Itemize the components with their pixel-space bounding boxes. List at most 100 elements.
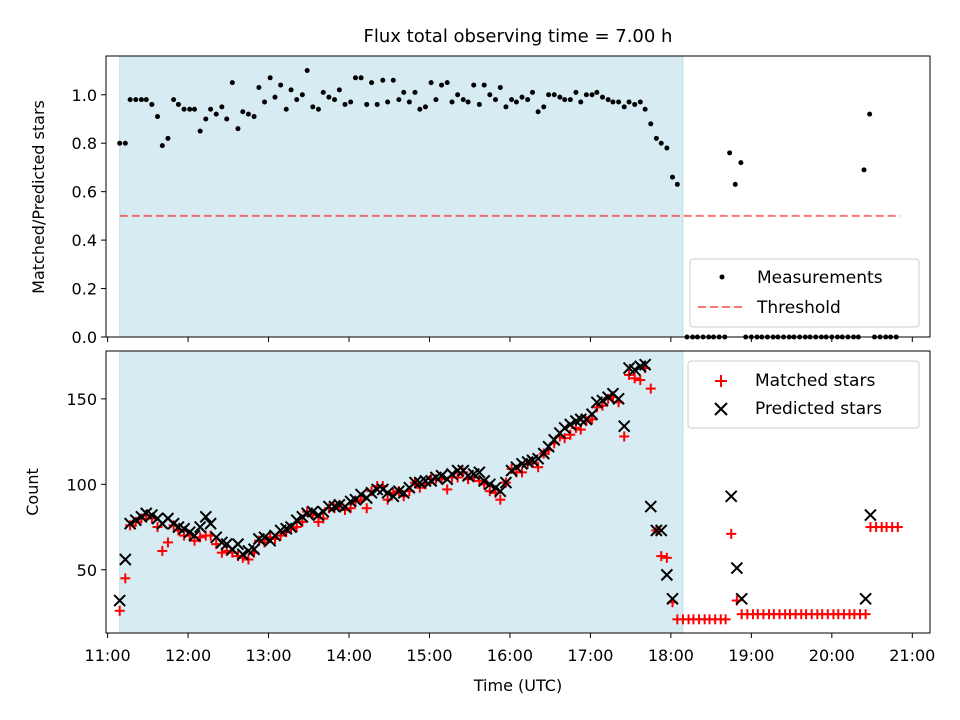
- predicted-star-marker: [231, 537, 245, 551]
- top-panel: 0.0 0.2 0.4 0.6 0.8 1.0 Matched/Predicted sta…: [29, 55, 931, 347]
- measurement-point: [529, 89, 535, 95]
- predicted-star-marker: [258, 531, 271, 544]
- matched-star-marker: [495, 494, 506, 505]
- bottom-y-axis-label: Count: [23, 468, 42, 516]
- predicted-star-marker: [193, 520, 207, 534]
- predicted-star-marker: [119, 553, 132, 566]
- measurement-point: [653, 135, 659, 141]
- matched-star-marker: [587, 414, 598, 425]
- measurement-point: [444, 80, 450, 86]
- matched-star-marker: [635, 375, 646, 386]
- y-tick-label: 50: [77, 561, 97, 580]
- matched-star-marker: [892, 522, 903, 533]
- predicted-star-marker: [864, 508, 877, 522]
- matched-star-marker: [629, 373, 640, 384]
- bottom-y-ticks: 50 100 150: [66, 390, 106, 580]
- measurement-point: [364, 101, 370, 107]
- measurement-point: [401, 89, 407, 95]
- measurement-point: [417, 106, 423, 112]
- measurement-point: [433, 97, 439, 103]
- measurement-point: [374, 101, 380, 107]
- matched-star-marker: [720, 614, 731, 625]
- measurement-point: [599, 94, 605, 100]
- measurement-point: [229, 80, 235, 86]
- predicted-star-marker: [859, 592, 872, 606]
- top-axes-frame: [105, 55, 931, 338]
- predicted-star-marker: [655, 524, 668, 537]
- measurement-point: [449, 99, 455, 105]
- measurement-point: [428, 80, 434, 86]
- figure-title: Flux total observing time = 7.00 h: [364, 26, 673, 47]
- measurement-point: [122, 140, 128, 146]
- predicted-star-marker: [618, 419, 631, 433]
- measurement-point: [637, 99, 643, 105]
- predicted-star-marker: [113, 594, 126, 607]
- measurement-point: [267, 75, 273, 81]
- bottom-axes-frame: [105, 350, 931, 634]
- measurement-point: [658, 140, 664, 146]
- matched-star-marker: [114, 605, 125, 616]
- measurement-point: [213, 111, 219, 117]
- measurement-point: [348, 99, 354, 105]
- measurement-point: [476, 101, 482, 107]
- predicted-star-marker: [644, 500, 657, 513]
- measurement-point: [861, 167, 867, 173]
- predicted-star-marker: [730, 561, 744, 575]
- measurement-point: [605, 97, 611, 103]
- predicted-star-marker: [650, 524, 663, 537]
- matched-star-marker: [350, 496, 361, 507]
- x-tick-label: 21:00: [889, 646, 935, 665]
- x-tick-label: 16:00: [487, 646, 533, 665]
- measurement-point: [235, 126, 241, 132]
- measurement-point: [165, 135, 171, 141]
- y-tick-label: 100: [66, 475, 97, 494]
- predicted-star-marker: [419, 474, 432, 488]
- y-tick-label: 0.8: [72, 134, 97, 153]
- measurement-point: [149, 101, 155, 107]
- measurement-point: [497, 84, 503, 90]
- measurement-point: [509, 97, 515, 103]
- measurement-point: [187, 106, 193, 112]
- measurement-point: [551, 92, 557, 98]
- measurement-point: [519, 94, 525, 100]
- x-tick-label: 14:00: [326, 646, 372, 665]
- predicted-star-marker: [129, 513, 142, 527]
- predicted-star-marker: [322, 500, 336, 513]
- measurement-point: [422, 104, 428, 110]
- matched-star-marker: [157, 545, 168, 556]
- predicted-star-marker: [435, 469, 448, 482]
- predicted-star-marker: [574, 413, 587, 426]
- measurement-point: [481, 82, 487, 88]
- measurement-point: [336, 87, 342, 93]
- measurement-point: [727, 150, 733, 156]
- measurement-point: [674, 181, 680, 187]
- predicted-star-marker: [370, 483, 384, 496]
- measurement-point: [562, 97, 568, 103]
- legend-marker-measurements: [719, 274, 725, 280]
- predicted-star-marker: [537, 447, 550, 460]
- matched-star-marker: [860, 609, 871, 620]
- predicted-star-marker: [451, 464, 464, 477]
- predicted-star-marker: [638, 358, 652, 371]
- predicted-star-marker: [628, 363, 641, 377]
- measurement-point: [203, 116, 209, 122]
- predicted-star-marker: [408, 476, 422, 489]
- measurement-point: [471, 82, 477, 88]
- matched-star-marker: [120, 573, 131, 584]
- measurement-point: [240, 109, 246, 115]
- measurement-point: [567, 97, 573, 103]
- matched-star-marker: [162, 537, 173, 548]
- measurement-points: [117, 68, 899, 340]
- matched-star-marker: [565, 429, 576, 440]
- x-tick-label: 13:00: [245, 646, 291, 665]
- legend-marker-predicted: [714, 402, 728, 416]
- legend-label-predicted: Predicted stars: [755, 399, 882, 419]
- measurement-point: [541, 104, 547, 110]
- matched-star-marker: [533, 462, 544, 473]
- predicted-star-marker: [735, 592, 748, 606]
- measurement-point: [283, 106, 289, 112]
- predicted-star-marker: [499, 476, 513, 489]
- measurement-point: [192, 106, 198, 112]
- measurement-point: [455, 92, 461, 98]
- measurement-point: [342, 101, 348, 107]
